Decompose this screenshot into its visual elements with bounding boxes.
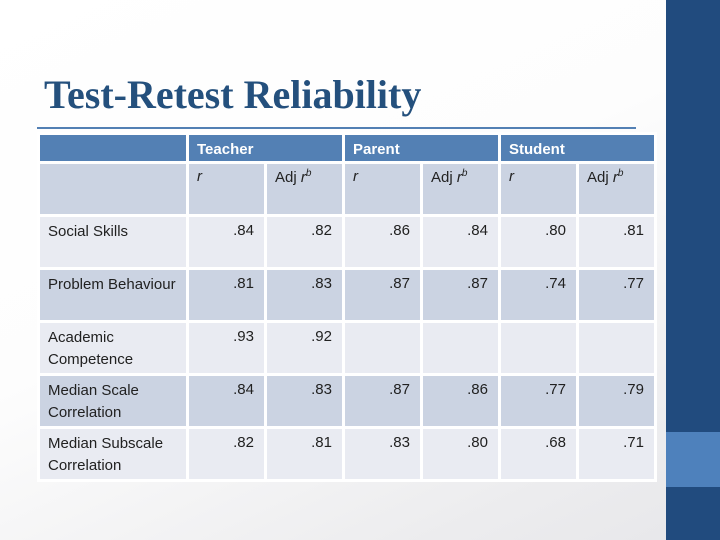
subheader-teacher-adj: Adj rb (267, 164, 342, 214)
adj-sup-label: b (617, 168, 624, 179)
subheader-parent-adj: Adj rb (423, 164, 498, 214)
adj-r-label: r (612, 169, 618, 186)
cell-value: .71 (579, 429, 654, 479)
adj-label: Adj (431, 169, 457, 186)
cell-value: .93 (189, 323, 264, 373)
cell-value (423, 323, 498, 373)
cell-value: .80 (423, 429, 498, 479)
row-label-academic-competence: Academic Competence (40, 323, 186, 373)
cell-value: .86 (345, 217, 420, 267)
header-parent: Parent (345, 135, 498, 161)
cell-value: .83 (267, 376, 342, 426)
cell-value: .87 (423, 270, 498, 320)
row-label-median-subscale-correlation: Median Subscale Correlation (40, 429, 186, 479)
row-label-social-skills: Social Skills (40, 217, 186, 267)
cell-value: .80 (501, 217, 576, 267)
header-student: Student (501, 135, 654, 161)
cell-value: .81 (189, 270, 264, 320)
r-label: r (509, 168, 514, 185)
cell-value: .79 (579, 376, 654, 426)
cell-value: .74 (501, 270, 576, 320)
subheader-empty-cell (40, 164, 186, 214)
r-label: r (353, 168, 358, 185)
adj-r-label: r (300, 169, 306, 186)
cell-value (501, 323, 576, 373)
cell-value: .84 (189, 217, 264, 267)
row-label-median-scale-correlation: Median Scale Correlation (40, 376, 186, 426)
header-corner-cell (40, 135, 186, 161)
adj-r-label: r (456, 169, 462, 186)
subheader-student-r: r (501, 164, 576, 214)
cell-value: .83 (267, 270, 342, 320)
cell-value: .83 (345, 429, 420, 479)
subheader-parent-r: r (345, 164, 420, 214)
page-title: Test-Retest Reliability (44, 71, 422, 117)
subheader-student-adj: Adj rb (579, 164, 654, 214)
table-top-border (37, 127, 636, 129)
cell-value: .68 (501, 429, 576, 479)
cell-value: .87 (345, 270, 420, 320)
cell-value: .77 (579, 270, 654, 320)
cell-value (345, 323, 420, 373)
adj-label: Adj (587, 169, 613, 186)
cell-value: .87 (345, 376, 420, 426)
header-teacher: Teacher (189, 135, 342, 161)
cell-value: .81 (267, 429, 342, 479)
cell-value: .81 (579, 217, 654, 267)
cell-value: .92 (267, 323, 342, 373)
cell-value: .84 (423, 217, 498, 267)
side-bar (666, 0, 720, 540)
cell-value (579, 323, 654, 373)
side-bar-accent (666, 432, 720, 487)
cell-value: .77 (501, 376, 576, 426)
cell-value: .86 (423, 376, 498, 426)
reliability-table: Teacher Parent Student r Adj rb r Adj rb… (37, 132, 657, 482)
adj-sup-label: b (305, 168, 312, 179)
r-label: r (197, 168, 202, 185)
row-label-problem-behaviour: Problem Behaviour (40, 270, 186, 320)
adj-sup-label: b (461, 168, 468, 179)
cell-value: .82 (267, 217, 342, 267)
adj-label: Adj (275, 169, 301, 186)
subheader-teacher-r: r (189, 164, 264, 214)
cell-value: .84 (189, 376, 264, 426)
cell-value: .82 (189, 429, 264, 479)
